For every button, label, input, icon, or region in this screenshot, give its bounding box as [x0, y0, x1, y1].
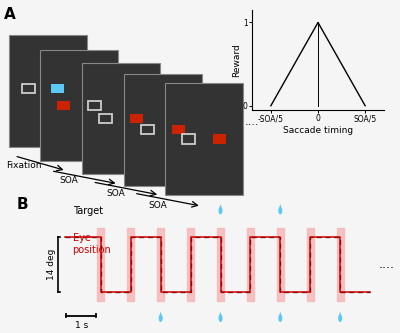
Bar [99, 114, 112, 123]
Bar [40, 50, 118, 162]
X-axis label: Saccade timing: Saccade timing [283, 126, 353, 135]
Text: B: B [16, 197, 28, 212]
Text: Target: Target [73, 205, 103, 215]
Bar [165, 83, 243, 195]
Bar [172, 125, 185, 135]
Bar [140, 125, 154, 135]
Bar [130, 114, 143, 123]
Polygon shape [338, 312, 342, 318]
Text: 1 s: 1 s [75, 321, 88, 330]
Circle shape [218, 315, 222, 322]
Polygon shape [278, 204, 282, 210]
Text: Fixation: Fixation [6, 162, 42, 170]
Text: ....: .... [244, 117, 259, 127]
Text: ....: .... [379, 258, 395, 271]
Circle shape [278, 207, 282, 214]
Polygon shape [278, 312, 282, 318]
Circle shape [159, 315, 163, 322]
Bar [182, 135, 195, 144]
Bar [88, 101, 102, 110]
Polygon shape [219, 312, 222, 318]
Bar [124, 74, 202, 186]
Bar [82, 63, 160, 174]
Circle shape [338, 315, 342, 322]
Text: SOA: SOA [106, 189, 125, 198]
Circle shape [218, 207, 222, 214]
Polygon shape [219, 204, 222, 210]
Bar [51, 84, 64, 93]
Polygon shape [159, 312, 162, 318]
Circle shape [278, 315, 282, 322]
Text: Eye
position: Eye position [73, 233, 111, 255]
Text: 14 deg: 14 deg [47, 249, 56, 280]
Bar [57, 101, 70, 110]
Text: SOA: SOA [148, 200, 167, 209]
Y-axis label: Reward: Reward [232, 43, 242, 77]
Bar [22, 84, 35, 93]
Bar [213, 135, 226, 144]
Text: SOA: SOA [60, 176, 78, 185]
Text: A: A [4, 7, 16, 22]
Bar [9, 35, 87, 147]
